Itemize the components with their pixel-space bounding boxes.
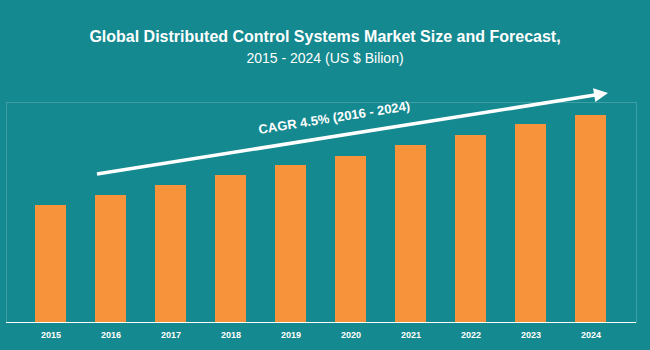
svg-text:2024: 2024	[581, 330, 601, 340]
svg-text:2020: 2020	[341, 330, 361, 340]
svg-text:2022: 2022	[461, 330, 481, 340]
svg-text:2017: 2017	[161, 330, 181, 340]
html-text:Global Distributed Control Sys: Global Distributed Control Systems Marke…	[89, 28, 561, 45]
svg-text:2023: 2023	[521, 330, 541, 340]
svg-text:2019: 2019	[281, 330, 301, 340]
svg-text:2018: 2018	[221, 330, 241, 340]
svg-text:2015: 2015	[41, 330, 61, 340]
svg-text:CAGR 4.5% (2016 - 2024): CAGR 4.5% (2016 - 2024)	[257, 98, 411, 137]
html-text:2015 - 2024 (US $ Bilion): 2015 - 2024 (US $ Bilion)	[246, 50, 404, 66]
svg-text:2021: 2021	[401, 330, 421, 340]
svg-text:2016: 2016	[101, 330, 121, 340]
